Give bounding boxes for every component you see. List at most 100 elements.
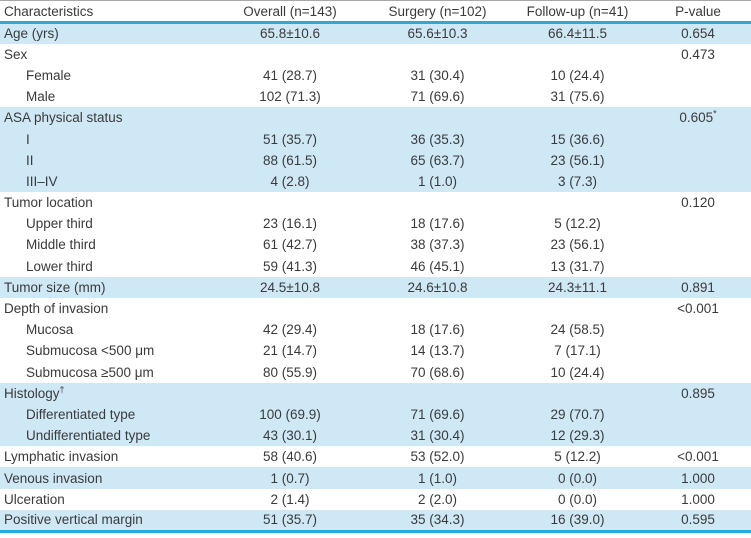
table-row: Histology† 0.895 [0,382,751,404]
surgery-value: 65.6±10.3 [407,26,468,42]
surgery-value: 18 (17.6) [410,216,465,232]
table-row: Tumor location 0.120 [0,192,751,213]
overall-value: 42 (29.4) [262,322,318,338]
pvalue: 1.000 [681,470,715,486]
table-row: Tumor size (mm) 24.5±10.8 24.6±10.8 24.3±11… [0,276,751,298]
row-label: Female [26,67,72,83]
surgery-value: 53 (52.0) [410,449,465,465]
followup-value: 10 (24.4) [550,67,605,83]
surgery-value [365,107,510,128]
followup-value: 0 (0.0) [557,491,598,507]
followup-value: 15 (36.6) [550,131,605,147]
row-label: Tumor location [4,195,93,211]
row-label: Upper third [26,216,93,232]
col-header-overall: Overall (n=143) [243,3,337,19]
surgery-value [365,298,510,319]
pvalue [645,213,751,234]
surgery-value: 46 (45.1) [410,258,465,274]
overall-value: 100 (69.9) [259,406,321,422]
surgery-value: 18 (17.6) [410,322,465,338]
table-row: Female 41 (28.7) 31 (30.4) 10 (24.4) [0,65,751,86]
surgery-value: 14 (13.7) [410,343,465,359]
overall-value [215,192,365,213]
surgery-value: 36 (35.3) [410,131,465,147]
table-row: Lower third 59 (41.3) 46 (45.1) 13 (31.7) [0,256,751,277]
row-label: Tumor size (mm) [4,279,106,295]
surgery-value: 2 (2.0) [417,491,458,507]
table-body: Age (yrs) 65.8±10.6 65.6±10.3 66.4±11.5 0.65… [0,22,751,531]
followup-value: 16 (39.0) [550,512,605,528]
followup-value: 31 (75.6) [550,89,605,105]
surgery-value: 65 (63.7) [410,152,465,168]
row-label: Lymphatic invasion [4,449,119,465]
surgery-value: 1 (1.0) [417,173,458,189]
pvalue [645,234,751,255]
followup-value: 0 (0.0) [557,470,598,486]
table-row: Sex 0.473 [0,44,751,65]
row-label: Lower third [26,258,93,274]
followup-value: 5 (12.2) [554,216,601,232]
overall-value: 23 (16.1) [262,216,318,232]
table-row: Positive vertical margin 51 (35.7) 35 (34.… [0,509,751,531]
surgery-value: 71 (69.6) [410,406,465,422]
followup-value: 24.3±11.1 [548,279,607,295]
pvalue [645,362,751,383]
followup-value: 5 (12.2) [554,449,601,465]
col-header-surgery: Surgery (n=102) [388,3,487,19]
surgery-value: 71 (69.6) [410,89,465,105]
superscript-marker: * [713,108,717,119]
table-row: Middle third 61 (42.7) 38 (37.3) 23 (56.1) [0,234,751,255]
pvalue: 0.891 [681,279,715,295]
pvalue [645,65,751,86]
pvalue: <0.001 [677,301,719,317]
pvalue: 0.895 [681,385,715,401]
table-row: III–IV 4 (2.8) 1 (1.0) 3 (7.3) [0,170,751,192]
overall-value: 2 (1.4) [270,491,310,507]
pvalue [645,171,751,192]
table-row: Differentiated type 100 (69.9) 71 (69.6) 29… [0,403,751,426]
followup-value [510,383,645,404]
pvalue [645,340,751,361]
followup-value: 10 (24.4) [550,364,605,380]
overall-value: 41 (28.7) [262,67,318,83]
pvalue: 0.654 [681,26,715,42]
pvalue [645,319,751,340]
followup-value: 12 (29.3) [550,428,605,444]
row-label: Sex [4,46,28,62]
col-header-characteristics: Characteristics [4,3,94,19]
pvalue [645,425,751,446]
pvalue [645,128,751,149]
overall-value: 43 (30.1) [262,428,318,444]
pvalue [645,86,751,107]
pvalue: <0.001 [677,449,719,465]
overall-value: 51 (35.7) [262,131,318,147]
followup-value: 24 (58.5) [550,322,605,338]
surgery-value [365,383,510,404]
col-header-followup: Follow-up (n=41) [526,3,629,19]
pvalue: 0.595 [681,512,715,528]
overall-value: 4 (2.8) [270,173,310,189]
pvalue: 0.120 [681,195,715,211]
followup-value: 23 (56.1) [550,237,605,253]
surgery-value: 1 (1.0) [417,470,458,486]
overall-value: 51 (35.7) [262,512,318,528]
pvalue [645,256,751,277]
row-label: Ulceration [4,491,65,507]
followup-value [510,107,645,128]
surgery-value: 70 (68.6) [410,364,465,380]
overall-value: 24.5±10.8 [260,279,320,295]
col-header-pvalue: P-value [675,3,721,19]
surgery-value [365,192,510,213]
overall-value [215,383,365,404]
surgery-value: 31 (30.4) [410,428,465,444]
overall-value [215,107,365,128]
followup-value [510,298,645,319]
row-label: II [26,152,34,168]
followup-value: 29 (70.7) [550,406,605,422]
table-row: II 88 (61.5) 65 (63.7) 23 (56.1) [0,149,751,171]
table-row: Depth of invasion <0.001 [0,298,751,319]
table-row: Submucosa ≥500 μm 80 (55.9) 70 (68.6) 10 (2… [0,362,751,383]
row-label: ASA physical status [4,110,123,126]
followup-value [510,44,645,65]
surgery-value [365,44,510,65]
